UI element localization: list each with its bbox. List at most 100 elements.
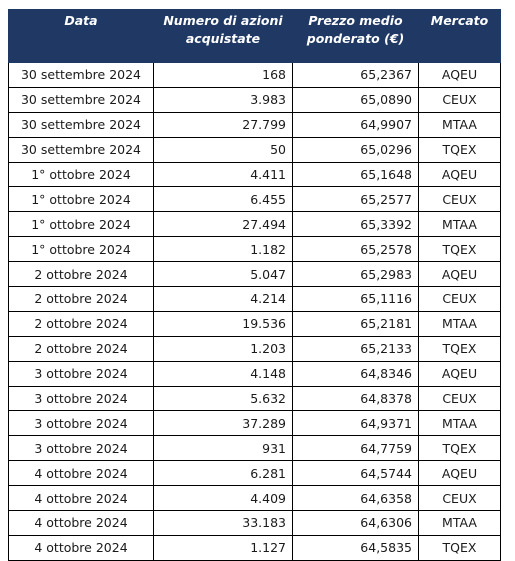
cell-market: MTAA xyxy=(418,211,501,238)
cell-date: 30 settembre 2024 xyxy=(8,136,154,163)
table-row: 4 ottobre 2024 6.281 64,5744 AQEU xyxy=(8,460,501,487)
cell-price: 64,5835 xyxy=(292,534,419,561)
cell-market: CEUX xyxy=(418,286,501,312)
cell-price: 65,1648 xyxy=(292,161,419,188)
cell-market: TQEX xyxy=(418,236,501,263)
table-row: 30 settembre 2024 168 65,2367 AQEU xyxy=(8,62,501,88)
header-shares-line1: Numero di azioni xyxy=(163,13,283,28)
cell-market: TQEX xyxy=(418,435,501,462)
table-row: 4 ottobre 2024 4.409 64,6358 CEUX xyxy=(8,485,501,512)
cell-price: 64,6358 xyxy=(292,485,419,512)
cell-market: AQEU xyxy=(418,62,501,88)
header-price: Prezzo medio ponderato (€) xyxy=(292,9,419,63)
cell-price: 65,2181 xyxy=(292,310,419,337)
table-row: 30 settembre 2024 3.983 65,0890 CEUX xyxy=(8,86,501,113)
cell-market: AQEU xyxy=(418,460,501,487)
cell-date: 2 ottobre 2024 xyxy=(8,286,154,312)
cell-shares: 1.203 xyxy=(153,335,293,362)
header-shares: Numero di azioni acquistate xyxy=(153,9,293,63)
cell-price: 65,3392 xyxy=(292,211,419,238)
table-row: 2 ottobre 2024 19.536 65,2181 MTAA xyxy=(8,310,501,337)
table-body: 30 settembre 2024 168 65,2367 AQEU 30 settem… xyxy=(8,62,501,561)
cell-date: 2 ottobre 2024 xyxy=(8,335,154,362)
table-row: 4 ottobre 2024 1.127 64,5835 TQEX xyxy=(8,534,501,561)
cell-shares: 37.289 xyxy=(153,410,293,437)
cell-market: MTAA xyxy=(418,111,501,138)
table-row: 2 ottobre 2024 5.047 65,2983 AQEU xyxy=(8,261,501,288)
cell-shares: 6.281 xyxy=(153,460,293,487)
cell-shares: 168 xyxy=(153,62,293,88)
cell-shares: 50 xyxy=(153,136,293,163)
header-shares-line2: acquistate xyxy=(185,31,261,46)
table-row: 1° ottobre 2024 4.411 65,1648 AQEU xyxy=(8,161,501,188)
cell-price: 65,2133 xyxy=(292,335,419,362)
cell-market: CEUX xyxy=(418,485,501,512)
share-purchases-table-wrapper: Data Numero di azioni acquistate Prezzo … xyxy=(8,9,501,561)
table-row: 3 ottobre 2024 931 64,7759 TQEX xyxy=(8,435,501,462)
header-market-label: Mercato xyxy=(430,13,489,28)
header-market: Mercato xyxy=(418,9,501,63)
cell-market: CEUX xyxy=(418,186,501,213)
cell-shares: 5.632 xyxy=(153,385,293,412)
cell-date: 3 ottobre 2024 xyxy=(8,435,154,462)
header-date-label: Data xyxy=(64,13,98,28)
cell-price: 64,9371 xyxy=(292,410,419,437)
table-row: 1° ottobre 2024 6.455 65,2577 CEUX xyxy=(8,186,501,213)
cell-date: 1° ottobre 2024 xyxy=(8,211,154,238)
cell-market: AQEU xyxy=(418,161,501,188)
share-purchases-table: Data Numero di azioni acquistate Prezzo … xyxy=(8,9,501,561)
table-header: Data Numero di azioni acquistate Prezzo … xyxy=(8,9,501,63)
cell-shares: 4.148 xyxy=(153,360,293,387)
table-row: 3 ottobre 2024 5.632 64,8378 CEUX xyxy=(8,385,501,412)
table-row: 2 ottobre 2024 1.203 65,2133 TQEX xyxy=(8,335,501,362)
cell-date: 4 ottobre 2024 xyxy=(8,460,154,487)
cell-shares: 1.182 xyxy=(153,236,293,263)
table-row: 1° ottobre 2024 1.182 65,2578 TQEX xyxy=(8,236,501,263)
cell-date: 1° ottobre 2024 xyxy=(8,236,154,263)
cell-shares: 19.536 xyxy=(153,310,293,337)
cell-date: 1° ottobre 2024 xyxy=(8,186,154,213)
cell-price: 65,0890 xyxy=(292,86,419,113)
cell-shares: 5.047 xyxy=(153,261,293,288)
cell-price: 64,6306 xyxy=(292,510,419,536)
header-price-line2: ponderato (€) xyxy=(306,31,405,46)
cell-date: 2 ottobre 2024 xyxy=(8,310,154,337)
cell-price: 65,2367 xyxy=(292,62,419,88)
cell-market: MTAA xyxy=(418,510,501,536)
cell-price: 64,5744 xyxy=(292,460,419,487)
cell-shares: 4.409 xyxy=(153,485,293,512)
table-row: 30 settembre 2024 27.799 64,9907 MTAA xyxy=(8,111,501,138)
cell-shares: 27.799 xyxy=(153,111,293,138)
cell-market: MTAA xyxy=(418,310,501,337)
cell-price: 65,1116 xyxy=(292,286,419,312)
cell-price: 64,9907 xyxy=(292,111,419,138)
table-row: 4 ottobre 2024 33.183 64,6306 MTAA xyxy=(8,510,501,536)
cell-shares: 3.983 xyxy=(153,86,293,113)
cell-date: 3 ottobre 2024 xyxy=(8,385,154,412)
cell-date: 2 ottobre 2024 xyxy=(8,261,154,288)
cell-shares: 33.183 xyxy=(153,510,293,536)
cell-market: TQEX xyxy=(418,136,501,163)
cell-market: TQEX xyxy=(418,335,501,362)
cell-shares: 4.214 xyxy=(153,286,293,312)
cell-price: 65,0296 xyxy=(292,136,419,163)
cell-price: 65,2578 xyxy=(292,236,419,263)
cell-shares: 4.411 xyxy=(153,161,293,188)
cell-date: 4 ottobre 2024 xyxy=(8,510,154,536)
cell-date: 30 settembre 2024 xyxy=(8,86,154,113)
cell-price: 65,2983 xyxy=(292,261,419,288)
cell-price: 64,7759 xyxy=(292,435,419,462)
cell-date: 30 settembre 2024 xyxy=(8,62,154,88)
header-date: Data xyxy=(8,9,154,63)
cell-shares: 27.494 xyxy=(153,211,293,238)
cell-market: AQEU xyxy=(418,261,501,288)
cell-market: CEUX xyxy=(418,385,501,412)
cell-market: TQEX xyxy=(418,534,501,561)
table-row: 3 ottobre 2024 4.148 64,8346 AQEU xyxy=(8,360,501,387)
table-row: 1° ottobre 2024 27.494 65,3392 MTAA xyxy=(8,211,501,238)
header-price-line1: Prezzo medio xyxy=(308,13,403,28)
cell-shares: 931 xyxy=(153,435,293,462)
cell-price: 64,8378 xyxy=(292,385,419,412)
cell-price: 64,8346 xyxy=(292,360,419,387)
cell-shares: 6.455 xyxy=(153,186,293,213)
